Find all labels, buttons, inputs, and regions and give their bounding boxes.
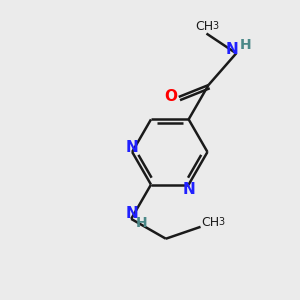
Text: CH: CH xyxy=(195,20,214,33)
Text: O: O xyxy=(164,89,177,104)
Text: N: N xyxy=(126,140,139,154)
Text: 3: 3 xyxy=(212,21,218,31)
Text: H: H xyxy=(239,38,251,52)
Text: N: N xyxy=(126,206,139,221)
Text: 3: 3 xyxy=(218,217,224,227)
Text: N: N xyxy=(182,182,195,197)
Text: N: N xyxy=(226,42,239,57)
Text: CH: CH xyxy=(201,216,220,230)
Text: H: H xyxy=(135,216,147,230)
